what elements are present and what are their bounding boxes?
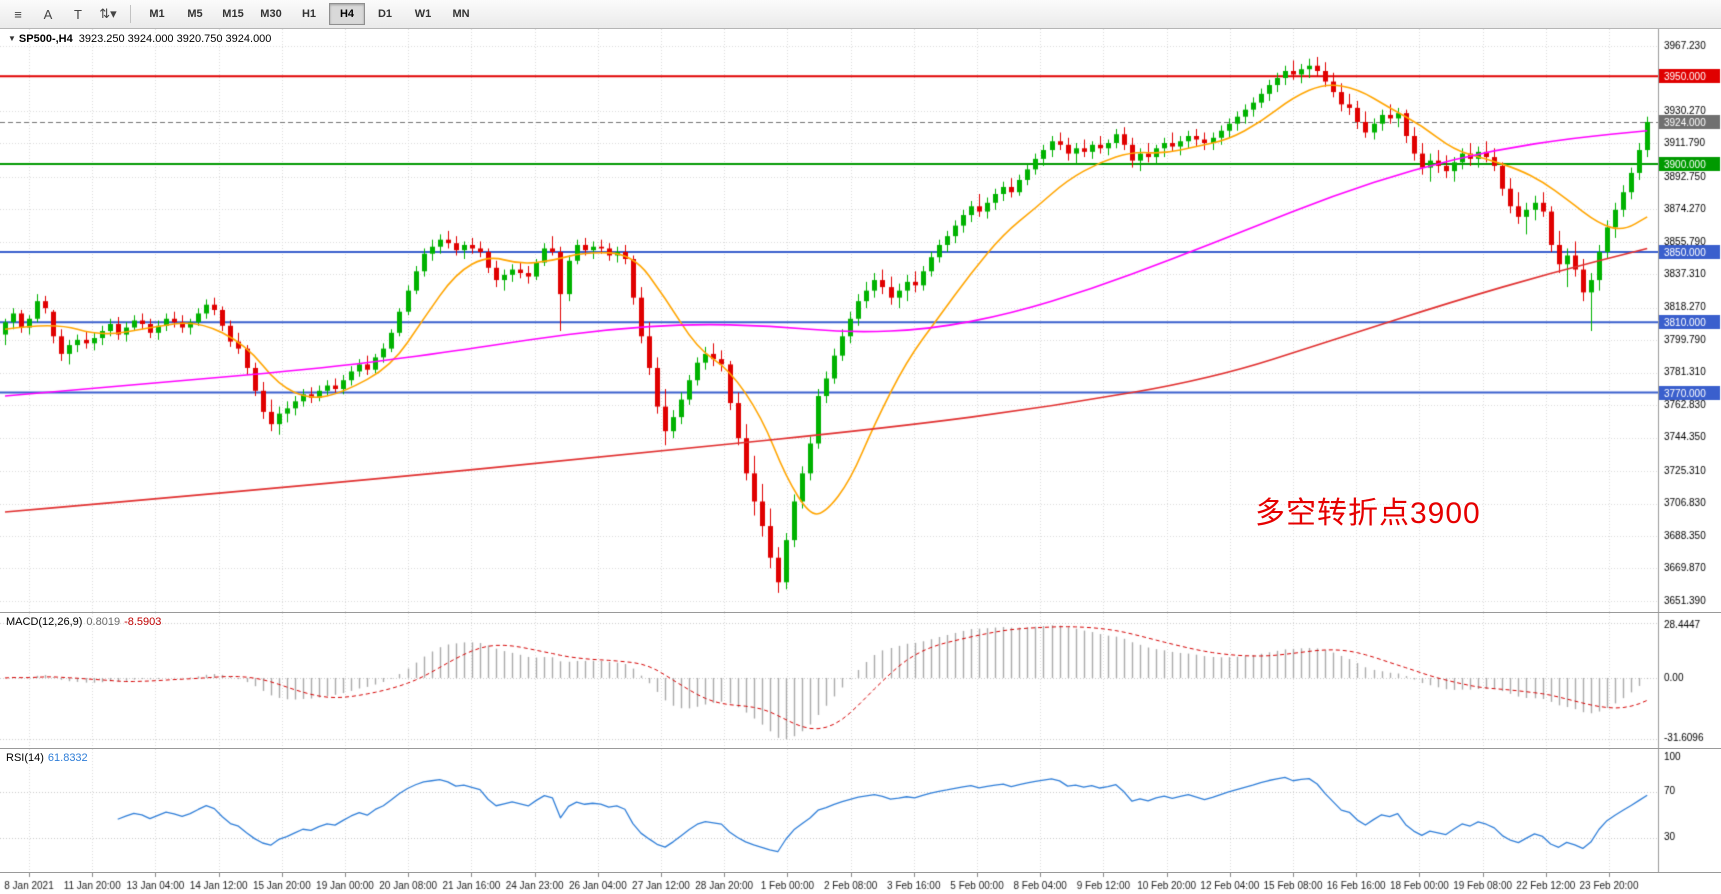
toolbar-separator — [130, 5, 131, 23]
symbol-ohlc-info: ▼ SP500-,H4 3923.250 3924.000 3920.750 392… — [8, 33, 271, 45]
timeframe-button-w1[interactable]: W1 — [414, 8, 432, 20]
rsi-panel-canvas[interactable] — [0, 749, 1721, 872]
cursor-a-tool-icon[interactable]: A — [43, 6, 53, 22]
text-tool-icon[interactable]: T — [74, 6, 82, 22]
timeframe-button-m15[interactable]: M15 — [222, 8, 244, 20]
symbol-label: SP500-,H4 — [18, 33, 73, 45]
rsi-name: RSI(14) — [6, 752, 44, 764]
rsi-indicator-label: RSI(14) 61.8332 — [6, 752, 88, 764]
toolbar: ≡ A T ⇅▾ M1 M5 M15 M30 H1 H4 D1 W1 MN — [0, 0, 1721, 29]
timeframe-button-h1[interactable]: H1 — [301, 8, 317, 20]
price-annotation-text[interactable]: 多空转折点3900 — [1255, 497, 1481, 530]
macd-signal-value: -8.5903 — [124, 616, 162, 628]
time-axis-canvas[interactable] — [0, 873, 1721, 894]
macd-name: MACD(12,26,9) — [6, 616, 83, 628]
panel-separator — [0, 872, 1721, 873]
macd-indicator-label: MACD(12,26,9) 0.8019 -8.5903 — [6, 616, 161, 628]
timeframe-button-m1[interactable]: M1 — [149, 8, 165, 20]
timeframe-button-d1[interactable]: D1 — [377, 8, 393, 20]
timeframe-button-h4[interactable]: H4 — [329, 3, 365, 25]
timeframe-button-m30[interactable]: M30 — [260, 8, 282, 20]
main-chart-canvas[interactable] — [0, 29, 1721, 612]
panel-separator — [0, 748, 1721, 749]
indicators-dropdown-icon[interactable]: ⇅▾ — [99, 6, 117, 21]
macd-panel-canvas[interactable] — [0, 613, 1721, 748]
rsi-value: 61.8332 — [47, 752, 88, 764]
panel-separator — [0, 612, 1721, 613]
timeframe-button-m5[interactable]: M5 — [187, 8, 203, 20]
ohlc-values: 3923.250 3924.000 3920.750 3924.000 — [78, 33, 272, 45]
macd-main-value: 0.8019 — [86, 616, 121, 628]
collapse-triangle-icon[interactable]: ▼ — [8, 34, 16, 43]
charts-menu-icon[interactable]: ≡ — [14, 6, 22, 22]
timeframe-button-mn[interactable]: MN — [452, 8, 470, 20]
